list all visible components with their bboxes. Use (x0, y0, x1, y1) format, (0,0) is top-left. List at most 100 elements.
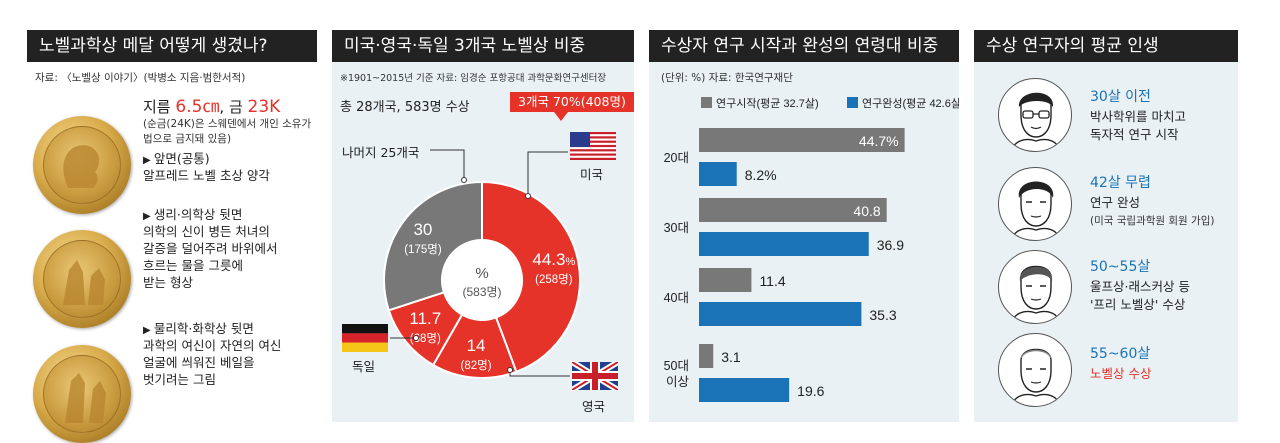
bar-start (699, 344, 714, 368)
medicine-desc-4: 받는 형상 (143, 275, 193, 290)
bar-complete (699, 232, 869, 256)
pie-count-usa: (258명) (535, 273, 573, 286)
medal-size: 지름 6.5㎝, 금 23K (143, 92, 280, 117)
medicine-desc-3: 흐르는 물을 그릇에 (143, 258, 243, 273)
germany-flag-icon (342, 324, 388, 352)
legend-swatch-1 (847, 97, 858, 108)
medal-medicine-image (33, 230, 131, 328)
leader-usa (527, 151, 568, 196)
pie-center (443, 241, 521, 319)
leader-dot (525, 193, 531, 199)
medal-source: 자료: 〈노벨상 이야기〉(박병소 지음·범한서적) (35, 72, 246, 84)
medal-panel-title: 노벨과학상 메달 어떻게 생겼나? (27, 30, 317, 62)
stage-3-line1: 울프상·래스커상 등 (1090, 279, 1190, 294)
age-source: (단위: %) 자료: 한국연구재단 (661, 72, 793, 84)
pie-value-uk: 14 (467, 336, 486, 355)
senior-researcher-face-icon (998, 250, 1072, 324)
life-panel: 수상 연구자의 평균 인생 30살 이전 박사학위를 마치고 독자적 연구 시작… (974, 30, 1238, 422)
category-label: 40대 (664, 291, 689, 305)
pie-slice-usa (481, 180, 581, 374)
size-mid: , 금 (219, 98, 248, 116)
gold-note-1: (순금(24K)은 스웨덴에서 개인 소유가 (143, 118, 312, 130)
stage-4-line1: 노벨상 수상 (1090, 366, 1152, 381)
bar-complete (699, 162, 737, 186)
pie-unit-usa: % (565, 256, 575, 268)
stage-4-age: 55~60살 (1090, 346, 1151, 362)
pie-value-rest: 30 (413, 220, 432, 239)
physics-desc-2: 얼굴에 씌워진 베일을 (143, 355, 255, 370)
medal-panel: 노벨과학상 메달 어떻게 생겼나? 자료: 〈노벨상 이야기〉(박병소 지음·범… (27, 30, 317, 443)
medal-physics-image (33, 345, 131, 443)
stage-3-age: 50~55살 (1090, 259, 1151, 275)
front-title: 앞면(공통) (143, 150, 210, 169)
pie-count-germany: (68명) (410, 332, 441, 345)
legend-label-0: 연구시작(평균 32.7살) (716, 97, 819, 110)
size-prefix: 지름 (143, 98, 176, 116)
medicine-desc-2: 갈증을 덜어주려 바위에서 (143, 241, 278, 256)
leader-dot (507, 367, 513, 373)
share-callout: 3개국 70%(408명) (510, 92, 634, 112)
share-source: ※1901~2015년 기준 자료: 임경순 포항공대 과학문화연구센터장 (340, 73, 607, 84)
bar-start (699, 128, 905, 152)
bar-value-label: 8.2% (745, 167, 777, 183)
medicine-desc-1: 의학의 신이 병든 처녀의 (143, 224, 270, 239)
category-label: 30대 (664, 221, 689, 235)
life-panel-title: 수상 연구자의 평균 인생 (974, 30, 1238, 62)
size-value: 6.5㎝ (175, 97, 220, 117)
bar-value-label: 11.4 (759, 273, 785, 289)
bar-start (699, 198, 887, 222)
medicine-title: 생리·의학상 뒷면 (143, 206, 242, 225)
age-panel-title: 수상자 연구 시작과 완성의 연령대 비중 (649, 30, 959, 62)
bar-value-label: 36.9 (877, 237, 904, 253)
stage-2-age: 42살 무렵 (1090, 175, 1151, 191)
leader-dot (413, 335, 419, 341)
stage-2-line2: (미국 국립과학원 회원 가입) (1090, 215, 1215, 227)
share-panel-title: 미국·영국·독일 3개국 노벨상 비중 (332, 30, 634, 62)
share-total: 총 28개국, 583명 수상 (340, 100, 470, 115)
physics-desc-1: 과학의 여신이 자연의 여신 (143, 338, 282, 353)
mid-researcher-face-icon (998, 167, 1072, 241)
stage-1-age: 30살 이전 (1090, 89, 1151, 105)
leader-rest (430, 149, 465, 180)
legend-swatch-0 (701, 97, 712, 108)
legend-label-1: 연구완성(평균 42.6살) (862, 97, 959, 110)
usa-flag-icon (570, 132, 616, 160)
physics-title: 물리학·화학상 뒷면 (143, 320, 254, 339)
pie-count-rest: (175명) (404, 243, 442, 256)
pie-slice-rest (383, 180, 483, 312)
pie-chart: 44.3% (258명) 14 (82명) 11.7 (68명) 30 (175명)% (583… (383, 149, 581, 379)
stage-1-line2: 독자적 연구 시작 (1090, 127, 1179, 142)
usa-label: 미국 (580, 167, 604, 182)
stage-3-line2: '프리 노벨상' 수상 (1090, 297, 1186, 312)
category-label: 20대 (664, 151, 689, 165)
bar-start (699, 268, 752, 292)
pie-center-total: (583명) (462, 285, 501, 299)
category-label: 이상 (666, 375, 690, 389)
uk-label: 영국 (582, 399, 606, 414)
rest-label: 나머지 25개국 (342, 145, 420, 160)
physics-desc-3: 벗기려는 그림 (143, 372, 216, 387)
elder-researcher-face-icon (998, 333, 1072, 407)
leader-dot (461, 177, 467, 183)
bar-value-label: 40.8 (853, 203, 880, 219)
stage-1-line1: 박사학위를 마치고 (1090, 109, 1186, 124)
pie-value-germany: 11.7 (409, 309, 441, 328)
bar-complete (699, 378, 790, 402)
medal-front-image (33, 116, 131, 214)
bar-value-label: 44.7% (859, 133, 899, 149)
bar-complete (699, 302, 862, 326)
nobel-share-panel: 미국·영국·독일 3개국 노벨상 비중 ※1901~2015년 기준 자료: 임… (332, 30, 634, 422)
pie-value-usa: 44.3% (532, 250, 575, 269)
age-ratio-panel: 수상자 연구 시작과 완성의 연령대 비중 (단위: %) 자료: 한국연구재단… (649, 30, 959, 422)
germany-label: 독일 (352, 359, 376, 374)
young-researcher-face-icon (998, 78, 1072, 152)
bar-value-label: 19.6 (797, 383, 824, 399)
front-desc: 알프레드 노벨 초상 양각 (143, 168, 270, 183)
pie-center-pct: % (475, 265, 488, 282)
gold-note-2: 법으로 금지돼 있음) (143, 133, 232, 145)
callout-pointer (554, 112, 568, 121)
pie-count-uk: (82명) (461, 359, 492, 372)
uk-flag-icon (572, 362, 618, 390)
bar-value-label: 3.1 (721, 349, 741, 365)
bar-chart: 연구시작(평균 32.7살) 연구완성(평균 42.6살) 20대 44.7% 8.2%… (664, 97, 959, 402)
